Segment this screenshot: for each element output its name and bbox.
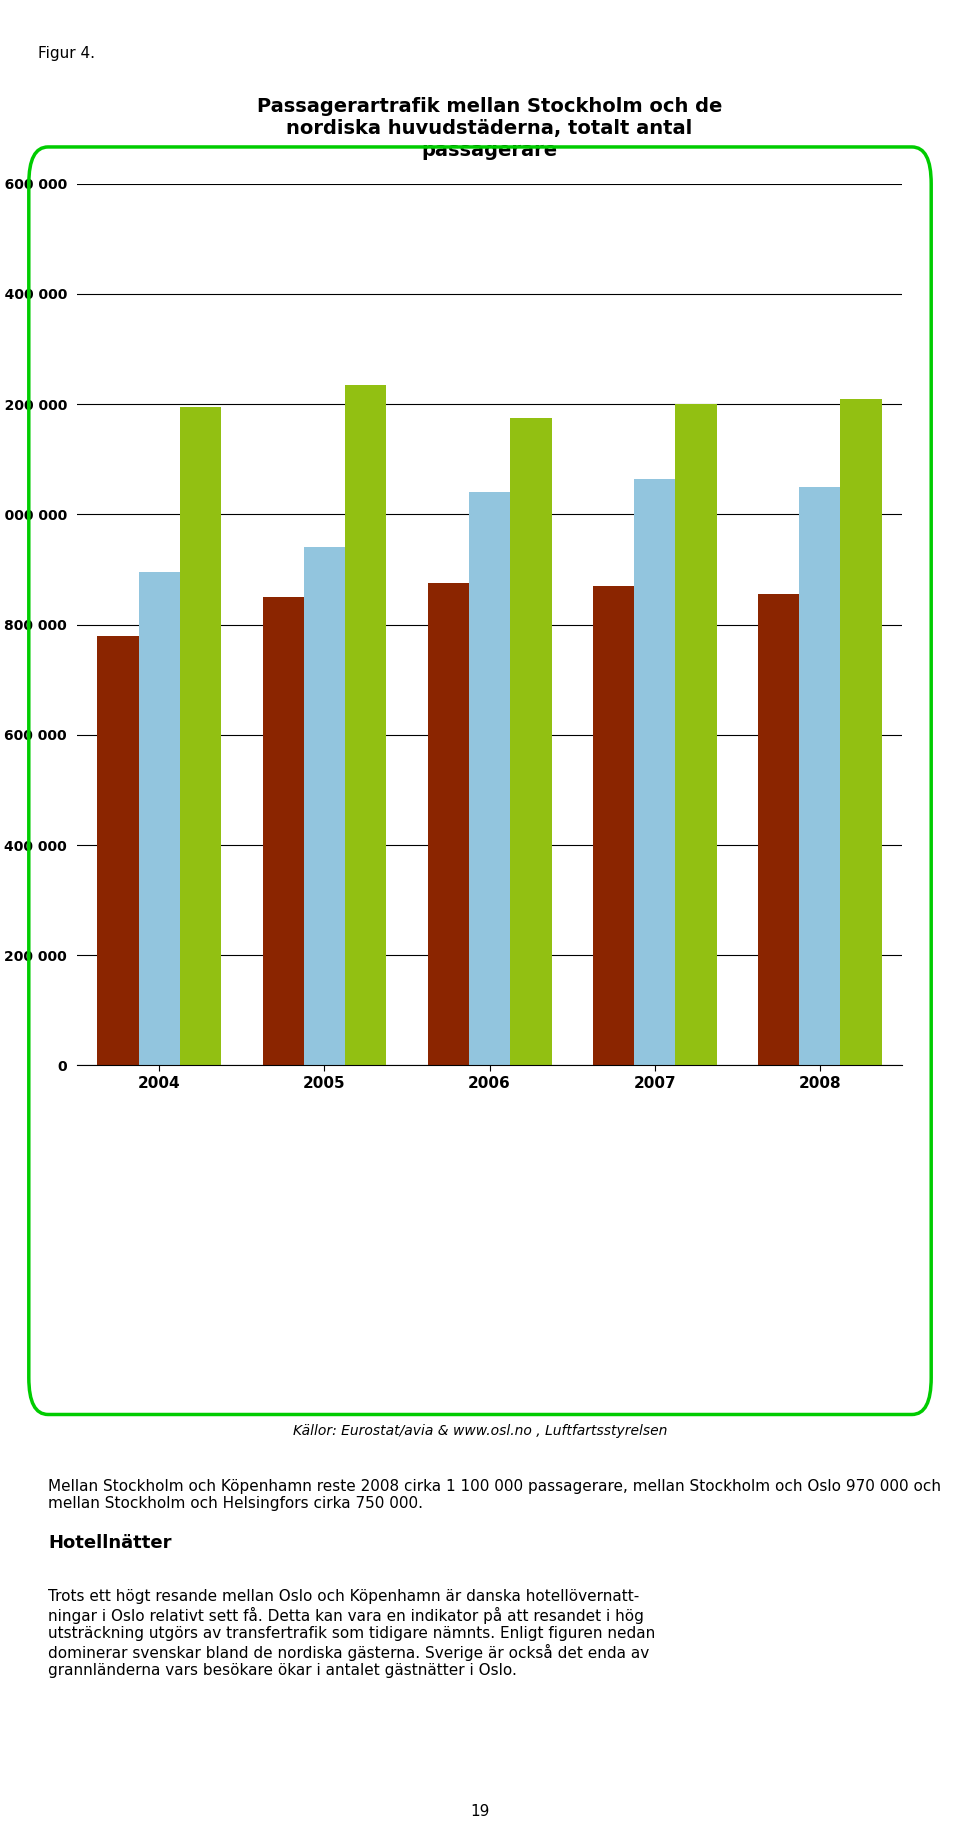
Bar [428,584,469,1065]
Bar [799,487,841,1065]
FancyBboxPatch shape [93,1242,127,1271]
Bar [469,492,511,1065]
Text: Figur 4.: Figur 4. [38,46,95,61]
Bar [635,478,676,1065]
FancyBboxPatch shape [93,1152,127,1181]
Bar [139,571,180,1065]
Bar [346,386,386,1065]
Title: Passagerartrafik mellan Stockholm och de
nordiska huvudstäderna, totalt antal
pa: Passagerartrafik mellan Stockholm och de… [257,97,722,160]
Text: Hotellnätter: Hotellnätter [48,1534,172,1552]
Bar [841,399,881,1065]
Bar [758,595,799,1065]
Text: Stockholm/Arlanda - Helsingfors/Vantaa: Stockholm/Arlanda - Helsingfors/Vantaa [143,1159,447,1174]
Bar [98,636,139,1065]
Bar [676,404,716,1065]
Text: Trots ett högt resande mellan Oslo och Köpenhamn är danska hotellövernatt-
ninga: Trots ett högt resande mellan Oslo och K… [48,1589,656,1679]
Text: 19: 19 [470,1804,490,1819]
Bar [303,547,346,1065]
Text: Stockholm/Arlanda - Oslo/Gardemoen: Stockholm/Arlanda - Oslo/Gardemoen [143,1249,432,1264]
Text: Källor: Eurostat/avia & www.osl.no , Luftfartsstyrelsen: Källor: Eurostat/avia & www.osl.no , Luf… [293,1424,667,1438]
FancyBboxPatch shape [93,1332,127,1361]
Text: Stockholm/Arlanda - Köpenhamn/Kastrup: Stockholm/Arlanda - Köpenhamn/Kastrup [143,1339,458,1354]
Bar [592,586,634,1065]
Text: Mellan Stockholm och Köpenhamn reste 2008 cirka 1 100 000 passagerare, mellan St: Mellan Stockholm och Köpenhamn reste 200… [48,1479,941,1512]
Bar [511,417,551,1065]
Bar [263,597,303,1065]
Bar [180,406,221,1065]
